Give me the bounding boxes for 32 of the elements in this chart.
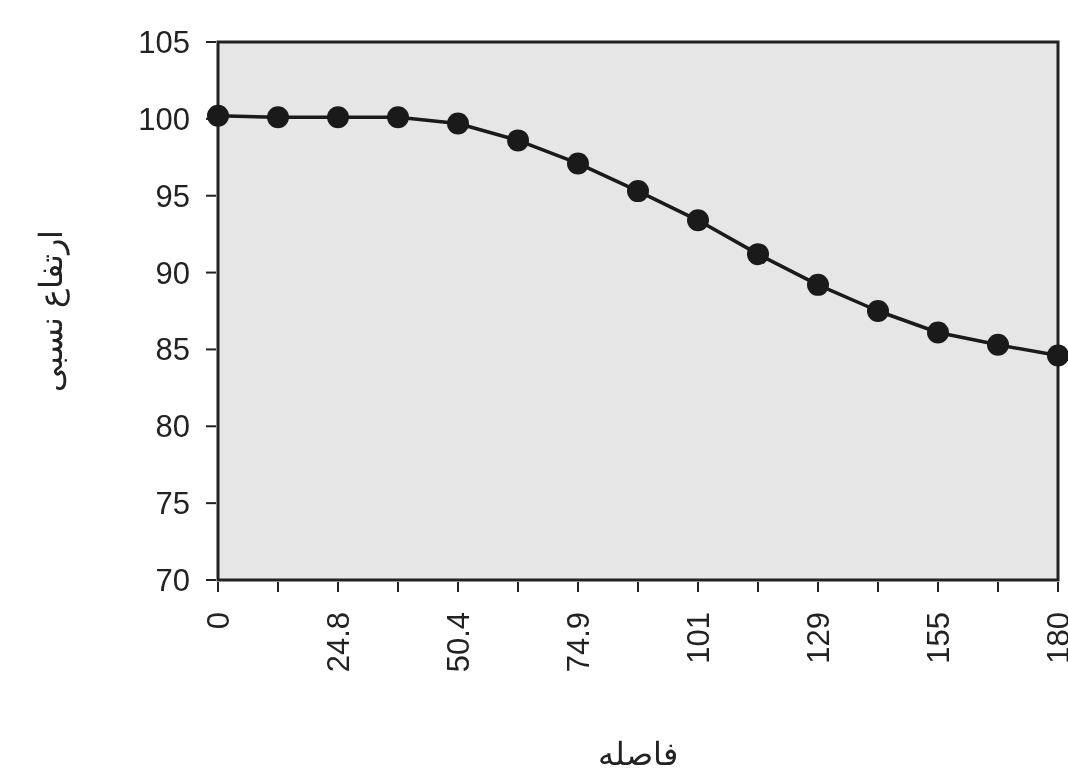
point xyxy=(447,112,469,135)
x-tick-label: 155 xyxy=(921,612,956,664)
x-tick-label: 101 xyxy=(681,612,716,664)
y-tick-label: 105 xyxy=(138,25,190,60)
point xyxy=(327,106,349,129)
point xyxy=(207,104,229,127)
point xyxy=(627,180,649,203)
x-tick-label: 129 xyxy=(801,612,836,664)
point xyxy=(867,300,889,322)
point xyxy=(267,106,289,129)
point xyxy=(987,333,1009,356)
y-tick-label: 80 xyxy=(155,409,190,445)
y-tick-label: 100 xyxy=(138,101,190,137)
point xyxy=(567,152,589,175)
point xyxy=(507,129,529,152)
point xyxy=(927,321,949,344)
y-tick-label: 90 xyxy=(155,255,190,291)
x-axis-title: فاصله xyxy=(598,736,678,772)
x-tick-label: 50.4 xyxy=(441,612,476,673)
y-tick-label: 75 xyxy=(155,486,190,522)
point xyxy=(747,243,769,266)
point xyxy=(1047,344,1068,367)
y-tick-label: 85 xyxy=(155,332,190,368)
x-tick-label: 0 xyxy=(201,612,236,630)
x-tick-label: 24.8 xyxy=(321,612,356,673)
y-tick-label: 70 xyxy=(155,563,190,598)
y-tick-label: 95 xyxy=(155,178,190,214)
point xyxy=(387,106,409,129)
point xyxy=(687,209,709,232)
x-tick-label: 74.9 xyxy=(561,612,596,673)
point xyxy=(807,273,829,296)
y-axis-title: ارتفاع نسبی xyxy=(33,230,70,392)
